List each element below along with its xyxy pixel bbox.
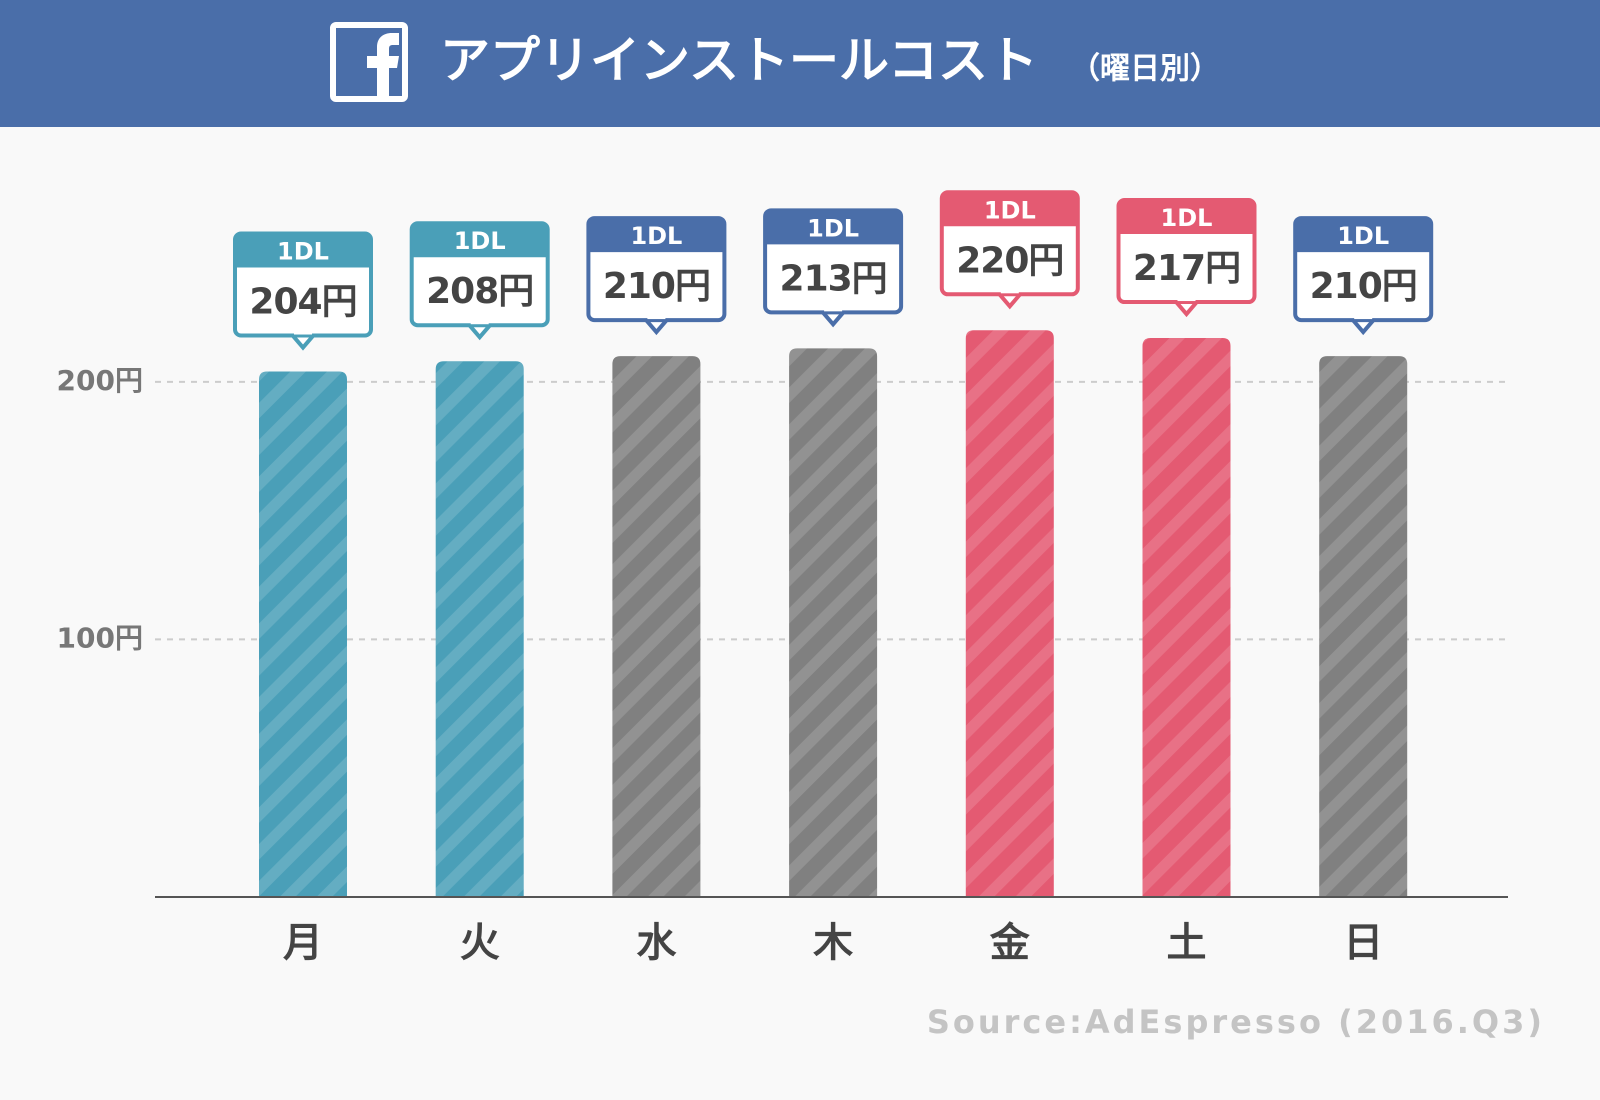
bar-stripes <box>612 356 701 897</box>
x-tick-label: 水 <box>636 920 677 966</box>
callout-header-label: 1DL <box>1161 204 1213 232</box>
chart-title: アプリインストールコスト <box>440 32 1038 90</box>
value-label: 213円 <box>780 258 887 299</box>
value-callout: 1DL 204円 <box>233 231 373 351</box>
value-label: 210円 <box>603 266 710 307</box>
facebook-icon <box>330 22 408 102</box>
callout-header <box>1118 200 1255 235</box>
bar-stripes <box>1319 356 1408 897</box>
y-tick-label: 100円 <box>57 621 143 654</box>
chart-subtitle: （曜日別） <box>1070 52 1220 87</box>
callout-header-label: 1DL <box>454 227 506 255</box>
value-label: 210円 <box>1310 266 1417 307</box>
callout-header-label: 1DL <box>807 214 859 242</box>
x-tick-label: 日 <box>1343 920 1383 966</box>
value-callout: 1DL 210円 <box>586 216 727 336</box>
x-tick-label: 木 <box>813 920 853 966</box>
callout-pointer-cover <box>1177 296 1196 302</box>
x-tick-label: 月 <box>283 920 323 966</box>
bar-stripes <box>789 348 878 897</box>
value-label: 220円 <box>956 240 1063 281</box>
value-callout: 1DL 210円 <box>1293 216 1434 336</box>
header-band <box>0 0 1600 127</box>
callout-pointer-cover <box>1354 314 1373 320</box>
callout-header <box>1295 218 1432 253</box>
x-tick-label: 土 <box>1167 920 1207 966</box>
callout-header <box>941 192 1078 227</box>
value-callout: 1DL 213円 <box>763 208 904 328</box>
value-callout: 1DL 217円 <box>1116 198 1257 318</box>
callout-header <box>588 218 725 253</box>
callout-pointer-cover <box>647 314 666 320</box>
value-callout: 1DL 208円 <box>409 221 550 341</box>
bar-stripes <box>1142 338 1231 897</box>
bar-stripes <box>965 330 1054 898</box>
callout-pointer-cover <box>294 329 312 335</box>
callout-header <box>235 233 371 268</box>
value-label: 204円 <box>249 282 356 323</box>
callout-pointer-cover <box>824 306 843 312</box>
callout-header-label: 1DL <box>984 196 1036 224</box>
callout-header-label: 1DL <box>1337 222 1389 250</box>
y-tick-label: 200円 <box>57 364 143 397</box>
source-note: Source:AdEspresso (2016.Q3) <box>927 1003 1545 1041</box>
callout-header-label: 1DL <box>630 222 682 250</box>
value-label: 217円 <box>1133 248 1240 289</box>
callout-pointer-cover <box>470 319 489 325</box>
bar-stripes <box>435 361 524 897</box>
callout-header <box>411 223 548 258</box>
callout-header-label: 1DL <box>277 238 329 266</box>
x-tick-label: 火 <box>460 920 500 966</box>
x-tick-label: 金 <box>989 920 1031 966</box>
value-callout: 1DL 220円 <box>939 190 1080 310</box>
value-label: 208円 <box>426 271 533 312</box>
bar-stripes <box>259 371 347 897</box>
callout-header <box>765 210 902 245</box>
callout-pointer-cover <box>1000 288 1019 294</box>
